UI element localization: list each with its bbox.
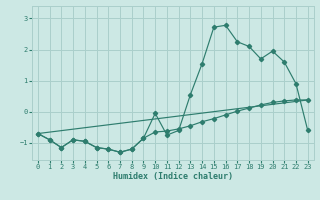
X-axis label: Humidex (Indice chaleur): Humidex (Indice chaleur) (113, 172, 233, 181)
